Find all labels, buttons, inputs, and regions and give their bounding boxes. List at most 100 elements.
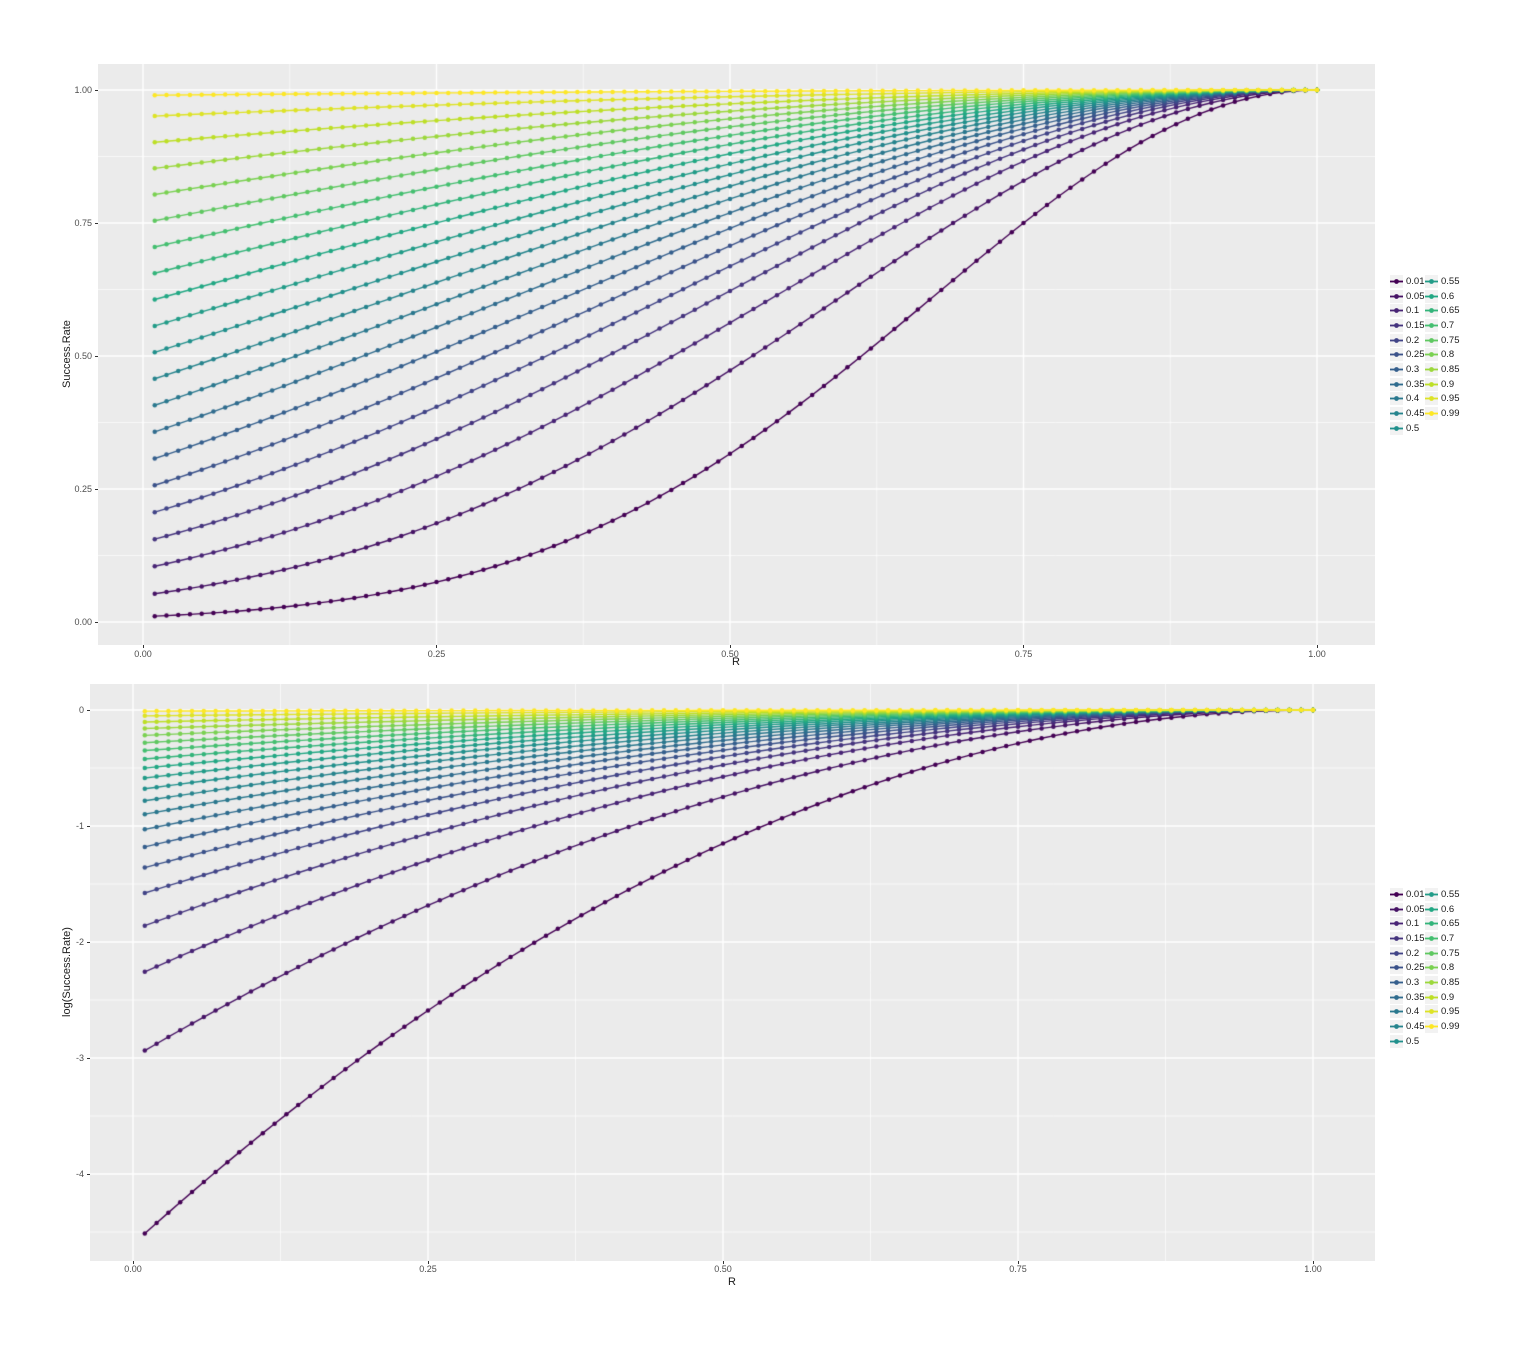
- legend-item: 0.65: [1425, 303, 1460, 318]
- x-tick-mark: [722, 1261, 724, 1264]
- legend-key-icon: [1390, 289, 1403, 303]
- legend-item: 0.45: [1390, 1019, 1425, 1034]
- legend-key-icon: [1425, 274, 1438, 288]
- legend-item-label: 0.45: [1406, 408, 1425, 420]
- legend-item: 0.05: [1390, 289, 1425, 304]
- x-tick-mark: [1017, 1261, 1019, 1264]
- legend-item-label: 0.9: [1441, 378, 1455, 390]
- legend-key-icon: [1425, 946, 1438, 960]
- legend-key-icon: [1390, 946, 1403, 960]
- legend-item: 0.1: [1390, 303, 1425, 318]
- x-tick-label: 0.50: [721, 649, 739, 659]
- legend-column: 0.01 0.05 0.1 0.15 0.2 0.25 0.3 0.35 0.4 0.45 0.5: [1390, 274, 1425, 436]
- x-tick-mark: [729, 645, 731, 648]
- legend-item: 0.45: [1390, 406, 1425, 421]
- legend-key-icon: [1390, 421, 1403, 435]
- legend-key-icon: [1425, 392, 1438, 406]
- legend-item-label: 0.6: [1441, 290, 1455, 302]
- legend-key-icon: [1425, 902, 1438, 916]
- legend-item-label: 0.01: [1406, 275, 1425, 287]
- legend-key-icon: [1390, 990, 1403, 1004]
- x-tick-mark: [1023, 645, 1024, 648]
- legend-column: 0.55 0.6 0.65 0.7 0.75 0.8 0.85 0.9 0.95 0.99: [1425, 887, 1460, 1034]
- y-tick-label: 0.00: [74, 617, 92, 627]
- legend-item: 0.95: [1425, 1005, 1460, 1020]
- legend-key-icon: [1425, 362, 1438, 376]
- legend-item-label: 0.8: [1441, 962, 1455, 974]
- legend-key-icon: [1390, 318, 1403, 332]
- legend-item: 0.85: [1425, 362, 1460, 377]
- y-tick-label: -1: [75, 821, 84, 831]
- y-tick-label: -3: [75, 1053, 84, 1063]
- y-tick-mark: [95, 89, 98, 91]
- legend-key-icon: [1390, 274, 1403, 288]
- y-tick-mark: [87, 709, 90, 711]
- legend-item: 0.8: [1425, 960, 1460, 975]
- legend-key-icon: [1425, 377, 1438, 391]
- legend-key-icon: [1390, 931, 1403, 945]
- legend-item: 0.01: [1390, 274, 1425, 289]
- legend-item-label: 0.75: [1441, 947, 1460, 959]
- y-tick-mark: [95, 222, 98, 224]
- legend-key-icon: [1390, 1005, 1403, 1019]
- legend-key-icon: [1390, 961, 1403, 975]
- legend-item: 0.85: [1425, 975, 1460, 990]
- legend-key-icon: [1390, 362, 1403, 376]
- x-tick-label: 0.25: [427, 649, 446, 659]
- legend-key-icon: [1425, 887, 1438, 901]
- log-success-rate-panel-canvas: [90, 684, 1375, 1261]
- legend-item-label: 0.01: [1406, 888, 1425, 900]
- y-axis-title: log(Success.Rate): [61, 927, 73, 1017]
- legend-key-icon: [1390, 377, 1403, 391]
- y-tick-mark: [87, 1173, 90, 1175]
- legend-column: 0.01 0.05 0.1 0.15 0.2 0.25 0.3 0.35 0.4 0.45 0.5: [1390, 887, 1425, 1049]
- legend-item-label: 0.7: [1441, 932, 1455, 944]
- x-tick-mark: [142, 645, 144, 648]
- legend-item: 0.55: [1425, 274, 1460, 289]
- legend-item-label: 0.99: [1441, 408, 1460, 420]
- y-tick-mark: [87, 825, 90, 827]
- legend-item: 0.2: [1390, 333, 1425, 348]
- legend-item-label: 0.25: [1406, 962, 1425, 974]
- y-tick-label: 1.00: [74, 85, 92, 95]
- legend-item: 0.5: [1390, 421, 1425, 436]
- legend-item: 0.75: [1425, 946, 1460, 961]
- legend-item: 0.65: [1425, 916, 1460, 931]
- legend-key-icon: [1390, 917, 1403, 931]
- legend-key-icon: [1390, 887, 1403, 901]
- legend-item-label: 0.9: [1441, 991, 1455, 1003]
- legend-item-label: 0.65: [1441, 305, 1460, 317]
- legend-key-icon: [1425, 975, 1438, 989]
- legend-item-label: 0.7: [1441, 319, 1455, 331]
- legend-item-label: 0.25: [1406, 349, 1425, 361]
- legend-item: 0.35: [1390, 990, 1425, 1005]
- legend-item-label: 0.6: [1441, 903, 1455, 915]
- legend-item-label: 0.8: [1441, 349, 1455, 361]
- legend-item-label: 0.3: [1406, 363, 1420, 375]
- x-tick-label: 0.00: [134, 649, 152, 659]
- x-axis-title: R: [732, 656, 740, 668]
- legend-item: 0.4: [1390, 1005, 1425, 1020]
- legend-item: 0.99: [1425, 406, 1460, 421]
- legend-item-label: 0.35: [1406, 991, 1425, 1003]
- legend-item-label: 0.1: [1406, 918, 1420, 930]
- legend-item: 0.7: [1425, 931, 1460, 946]
- legend-item: 0.4: [1390, 392, 1425, 407]
- legend-item-label: 0.45: [1406, 1021, 1425, 1033]
- legend-item-label: 0.15: [1406, 932, 1425, 944]
- y-tick-label: -2: [75, 937, 84, 947]
- legend-key-icon: [1425, 1020, 1438, 1034]
- legend-item-label: 0.55: [1441, 275, 1460, 287]
- legend-item-label: 0.75: [1441, 334, 1460, 346]
- legend-item-label: 0.2: [1406, 947, 1420, 959]
- legend-key-icon: [1390, 407, 1403, 421]
- legend-key-icon: [1390, 1020, 1403, 1034]
- legend-item: 0.2: [1390, 946, 1425, 961]
- legend-item: 0.15: [1390, 931, 1425, 946]
- x-axis-title: R: [728, 1276, 736, 1288]
- legend-item: 0.75: [1425, 333, 1460, 348]
- legend-item: 0.9: [1425, 377, 1460, 392]
- legend-item-label: 0.2: [1406, 334, 1420, 346]
- legend-item: 0.6: [1425, 902, 1460, 917]
